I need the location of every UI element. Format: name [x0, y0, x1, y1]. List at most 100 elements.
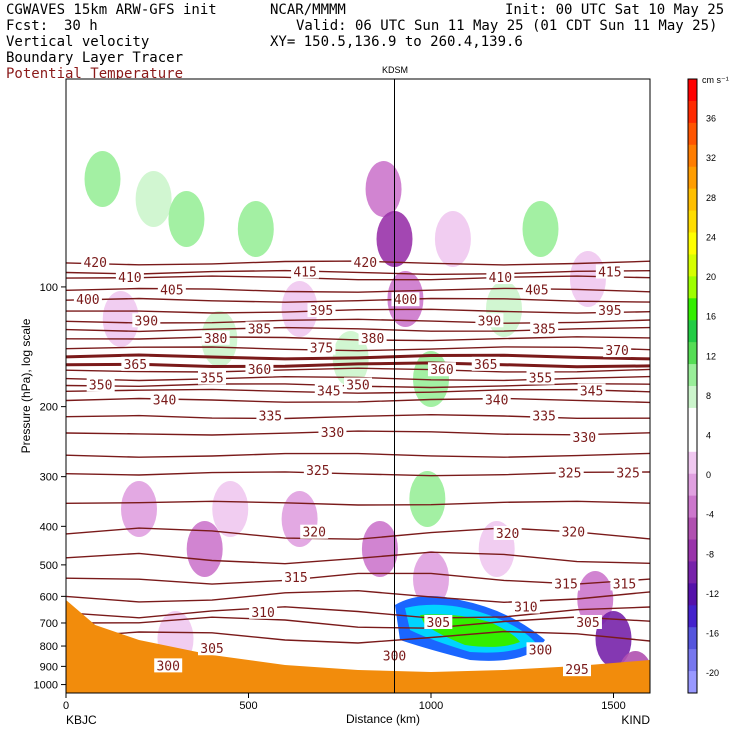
theta-label-text: 355	[529, 372, 552, 387]
theta-label-bg	[555, 465, 584, 480]
y-tick-label: 400	[40, 521, 58, 533]
theta-label-bg	[154, 658, 183, 673]
theta-label-text: 325	[616, 467, 639, 482]
theta-label: 325	[614, 465, 643, 482]
theta-label: 315	[281, 570, 310, 586]
y-tick-label: 300	[40, 472, 58, 484]
theta-label-text: 340	[153, 393, 176, 408]
theta-contour	[66, 308, 650, 314]
colorbar-segment	[688, 429, 697, 453]
colorbar-tick-label: 32	[706, 153, 716, 163]
theta-label: 410	[115, 270, 144, 286]
theta-label-bg	[595, 303, 624, 318]
colorbar-segment	[688, 627, 697, 650]
colorbar-segment	[688, 649, 697, 672]
theta-label-text: 410	[118, 271, 141, 286]
theta-contour	[66, 589, 650, 604]
colorbar-segment	[688, 144, 697, 168]
theta-label-bg	[132, 313, 161, 328]
theta-label-text: 330	[573, 431, 596, 446]
theta-label: 410	[486, 270, 515, 286]
velocity-cell	[434, 211, 471, 267]
field-potential-temperature: Potential Temperature	[6, 66, 184, 82]
colorbar-segment	[688, 561, 697, 584]
theta-label-text: 365	[474, 358, 497, 373]
colorbar-segment	[688, 386, 697, 409]
terrain	[66, 600, 650, 693]
velocity-cell	[409, 471, 446, 527]
velocity-cell	[361, 521, 398, 577]
theta-label: 380	[201, 330, 230, 347]
theta-label-bg	[475, 313, 504, 328]
theta-label: 305	[198, 641, 226, 657]
theta-label-text: 305	[427, 616, 450, 631]
theta-label-bg	[526, 370, 555, 385]
theta-contour	[66, 606, 650, 619]
theta-label: 345	[577, 383, 606, 399]
velocity-cell	[186, 521, 223, 577]
colorbar-segment	[688, 100, 697, 124]
potential-temperature-labels: 420 420 410 410 415 415 405 405 400 400 395 395 390 3…	[73, 254, 643, 678]
theta-label-text: 390	[478, 314, 501, 329]
theta-label: 380	[358, 330, 387, 347]
theta-label-text: 335	[259, 410, 282, 425]
theta-contour	[66, 275, 650, 281]
init-time: Init: 00 UTC Sat 10 May 25	[505, 2, 725, 18]
colorbar-segment	[688, 451, 697, 475]
theta-label: 420	[351, 254, 380, 271]
theta-label-bg	[291, 264, 320, 279]
theta-label-bg	[358, 330, 387, 345]
velocity-cell	[595, 611, 632, 667]
theta-label: 320	[300, 524, 329, 541]
theta-contour	[66, 500, 650, 506]
colorbar-tick-label: -12	[706, 589, 719, 599]
velocity-cell	[577, 571, 614, 627]
colorbar-segment	[688, 539, 697, 562]
colorbar: 36 32 28 24 20 16 12 8 4 0 -4 -8 -12 -16 -20	[687, 78, 719, 694]
theta-label-bg	[198, 370, 226, 385]
theta-label: 355	[526, 370, 555, 387]
theta-label-bg	[115, 270, 144, 285]
station-kdsm-label: KDSM	[382, 65, 408, 75]
theta-label-bg	[427, 362, 456, 377]
theta-label-text: 310	[251, 606, 274, 621]
theta-label-text: 370	[605, 344, 628, 359]
colorbar-tick-label: 36	[706, 114, 716, 124]
colorbar-tick-label: 24	[706, 232, 716, 242]
velocity-cell	[365, 161, 402, 217]
theta-label: 365	[121, 356, 150, 373]
theta-label: 330	[570, 430, 599, 446]
theta-contour	[66, 551, 650, 565]
station-kind-label: KIND	[621, 713, 650, 727]
theta-label-text: 320	[496, 527, 519, 542]
colorbar-tick-label: 16	[706, 312, 716, 322]
theta-label-bg	[493, 525, 522, 540]
colorbar-tick-label: 0	[706, 470, 711, 480]
theta-label-bg	[314, 383, 343, 398]
colorbar-segment	[688, 583, 697, 606]
theta-label-bg	[249, 604, 278, 619]
colorbar-segment	[688, 473, 697, 497]
y-tick-label: 600	[40, 591, 58, 603]
colorbar-segment	[688, 254, 697, 277]
theta-label-text: 325	[558, 467, 581, 482]
station-kbjc-label: KBJC	[66, 713, 97, 727]
theta-label-bg	[157, 282, 186, 297]
theta-label-bg	[73, 292, 102, 307]
theta-label-text: 305	[576, 616, 599, 631]
colorbar-segment	[688, 364, 697, 387]
theta-label-bg	[307, 340, 336, 355]
theta-label-bg	[281, 570, 310, 585]
theta-label-text: 415	[293, 266, 316, 281]
theta-label-bg	[552, 576, 581, 591]
theta-label-bg	[201, 330, 230, 345]
y-axis: 100 200 300 400 500 600 700 800 900 1000	[34, 282, 66, 692]
theta-label: 385	[245, 321, 274, 338]
theta-label: 310	[511, 599, 540, 616]
colorbar-segment	[688, 495, 697, 519]
colorbar-segment	[688, 320, 697, 343]
theta-label: 405	[157, 282, 186, 298]
colorbar-segment	[688, 166, 697, 190]
colorbar-segment	[688, 407, 697, 431]
theta-label-bg	[344, 377, 372, 392]
